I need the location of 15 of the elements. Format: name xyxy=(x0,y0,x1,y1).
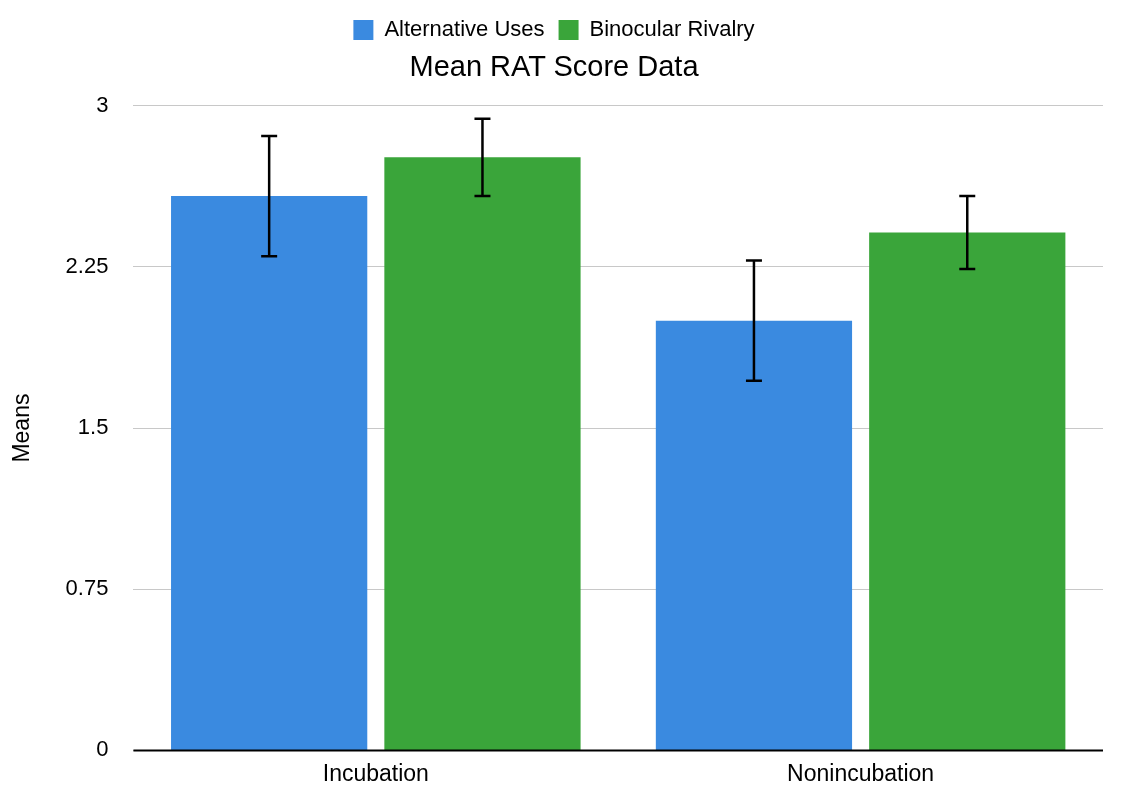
y-tick-label: 2.25 xyxy=(65,253,109,279)
bar xyxy=(655,320,853,750)
legend-label: Alternative Uses xyxy=(384,16,545,42)
y-axis-title: Means xyxy=(8,393,35,463)
bar xyxy=(384,157,581,750)
chart-title: Mean RAT Score Data xyxy=(409,50,700,83)
y-tick-label: 0.75 xyxy=(65,575,109,601)
x-tick-label: Incubation xyxy=(322,759,429,786)
legend-label: Binocular Rivalry xyxy=(589,16,755,42)
x-tick-label: Nonincubation xyxy=(787,759,935,786)
y-tick-label: 3 xyxy=(96,91,109,117)
bar xyxy=(171,196,368,750)
bar xyxy=(869,232,1066,750)
y-tick-label: 1.5 xyxy=(77,414,109,440)
y-tick-label: 0 xyxy=(96,736,109,762)
